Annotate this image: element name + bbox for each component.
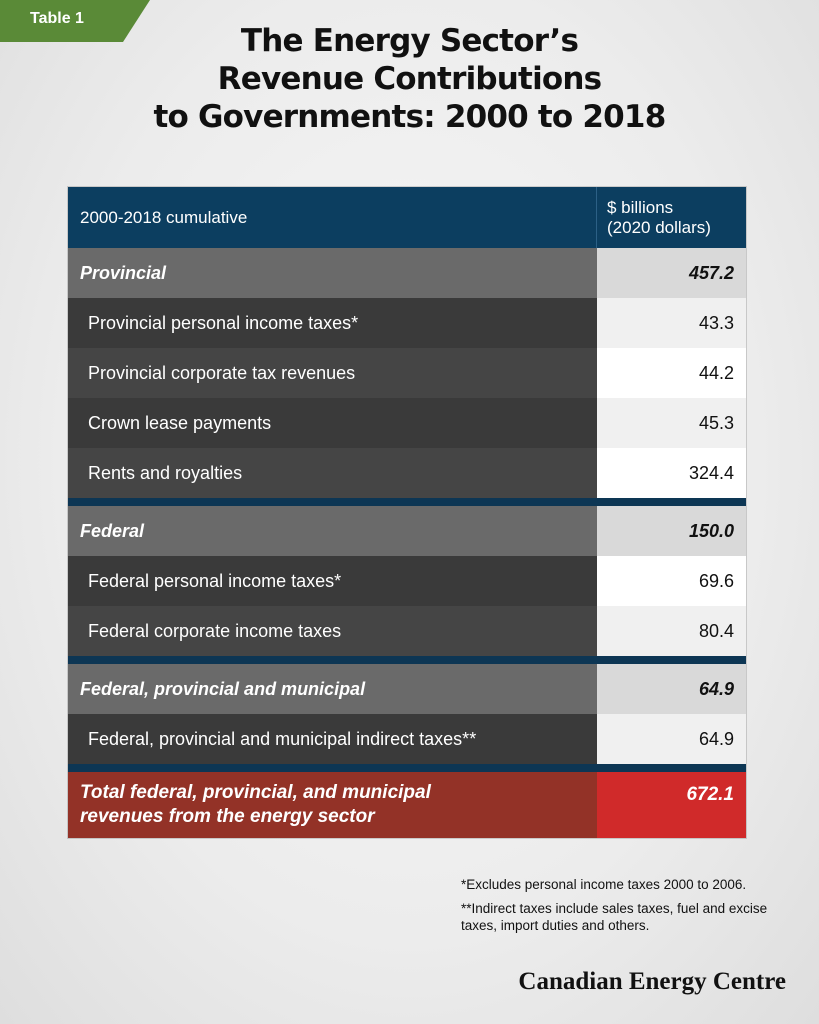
row-value: 69.6 (597, 556, 746, 606)
header-label: 2000-2018 cumulative (68, 187, 597, 248)
group-row-provincial: Provincial 457.2 (68, 248, 746, 298)
group-row-combined: Federal, provincial and municipal 64.9 (68, 664, 746, 714)
header-unit-line-1: $ billions (607, 197, 674, 217)
table-row: Crown lease payments 45.3 (68, 398, 746, 448)
badge-label: Table 1 (30, 10, 84, 27)
row-label: Federal, provincial and municipal indire… (68, 714, 597, 764)
row-label: Federal personal income taxes* (68, 556, 597, 606)
row-value: 64.9 (597, 714, 746, 764)
section-divider (68, 656, 746, 664)
revenue-table: 2000-2018 cumulative $ billions (2020 do… (68, 187, 746, 838)
table-row: Provincial corporate tax revenues 44.2 (68, 348, 746, 398)
group-label: Federal (68, 506, 597, 556)
total-value: 672.1 (597, 772, 746, 838)
total-label-line-2: revenues from the energy sector (80, 806, 375, 827)
section-divider (68, 764, 746, 772)
row-value: 43.3 (597, 298, 746, 348)
brand-logo-text: Canadian Energy Centre (518, 968, 786, 995)
table-row: Federal corporate income taxes 80.4 (68, 606, 746, 656)
header-unit-line-2: (2020 dollars) (607, 217, 711, 237)
total-label-line-1: Total federal, provincial, and municipal (80, 782, 431, 803)
title-line-2: Revenue Contributions (217, 61, 602, 97)
row-label: Crown lease payments (68, 398, 597, 448)
table-row: Federal, provincial and municipal indire… (68, 714, 746, 764)
row-label: Provincial corporate tax revenues (68, 348, 597, 398)
group-value: 457.2 (597, 248, 746, 298)
group-label: Provincial (68, 248, 597, 298)
table-number-badge: Table 1 (0, 0, 150, 42)
section-divider (68, 498, 746, 506)
header-unit: $ billions (2020 dollars) (597, 187, 746, 248)
footnote-1: *Excludes personal income taxes 2000 to … (461, 877, 747, 892)
row-label: Federal corporate income taxes (68, 606, 597, 656)
group-row-federal: Federal 150.0 (68, 506, 746, 556)
total-row: Total federal, provincial, and municipal… (68, 772, 746, 838)
row-value: 44.2 (597, 348, 746, 398)
row-value: 45.3 (597, 398, 746, 448)
row-label: Rents and royalties (68, 448, 597, 498)
total-label: Total federal, provincial, and municipal… (68, 772, 597, 838)
title-line-3: to Governments: 2000 to 2018 (153, 99, 667, 135)
page-title: The Energy Sector’s Revenue Contribution… (0, 22, 819, 136)
group-value: 64.9 (597, 664, 746, 714)
table-header-row: 2000-2018 cumulative $ billions (2020 do… (68, 187, 746, 248)
group-label: Federal, provincial and municipal (68, 664, 597, 714)
row-label: Provincial personal income taxes* (68, 298, 597, 348)
row-value: 324.4 (597, 448, 746, 498)
table-row: Federal personal income taxes* 69.6 (68, 556, 746, 606)
group-value: 150.0 (597, 506, 746, 556)
table-row: Provincial personal income taxes* 43.3 (68, 298, 746, 348)
footnote-2: **Indirect taxes include sales taxes, fu… (461, 901, 768, 933)
footnotes: *Excludes personal income taxes 2000 to … (461, 876, 801, 941)
title-line-1: The Energy Sector’s (240, 23, 579, 59)
table-row: Rents and royalties 324.4 (68, 448, 746, 498)
row-value: 80.4 (597, 606, 746, 656)
